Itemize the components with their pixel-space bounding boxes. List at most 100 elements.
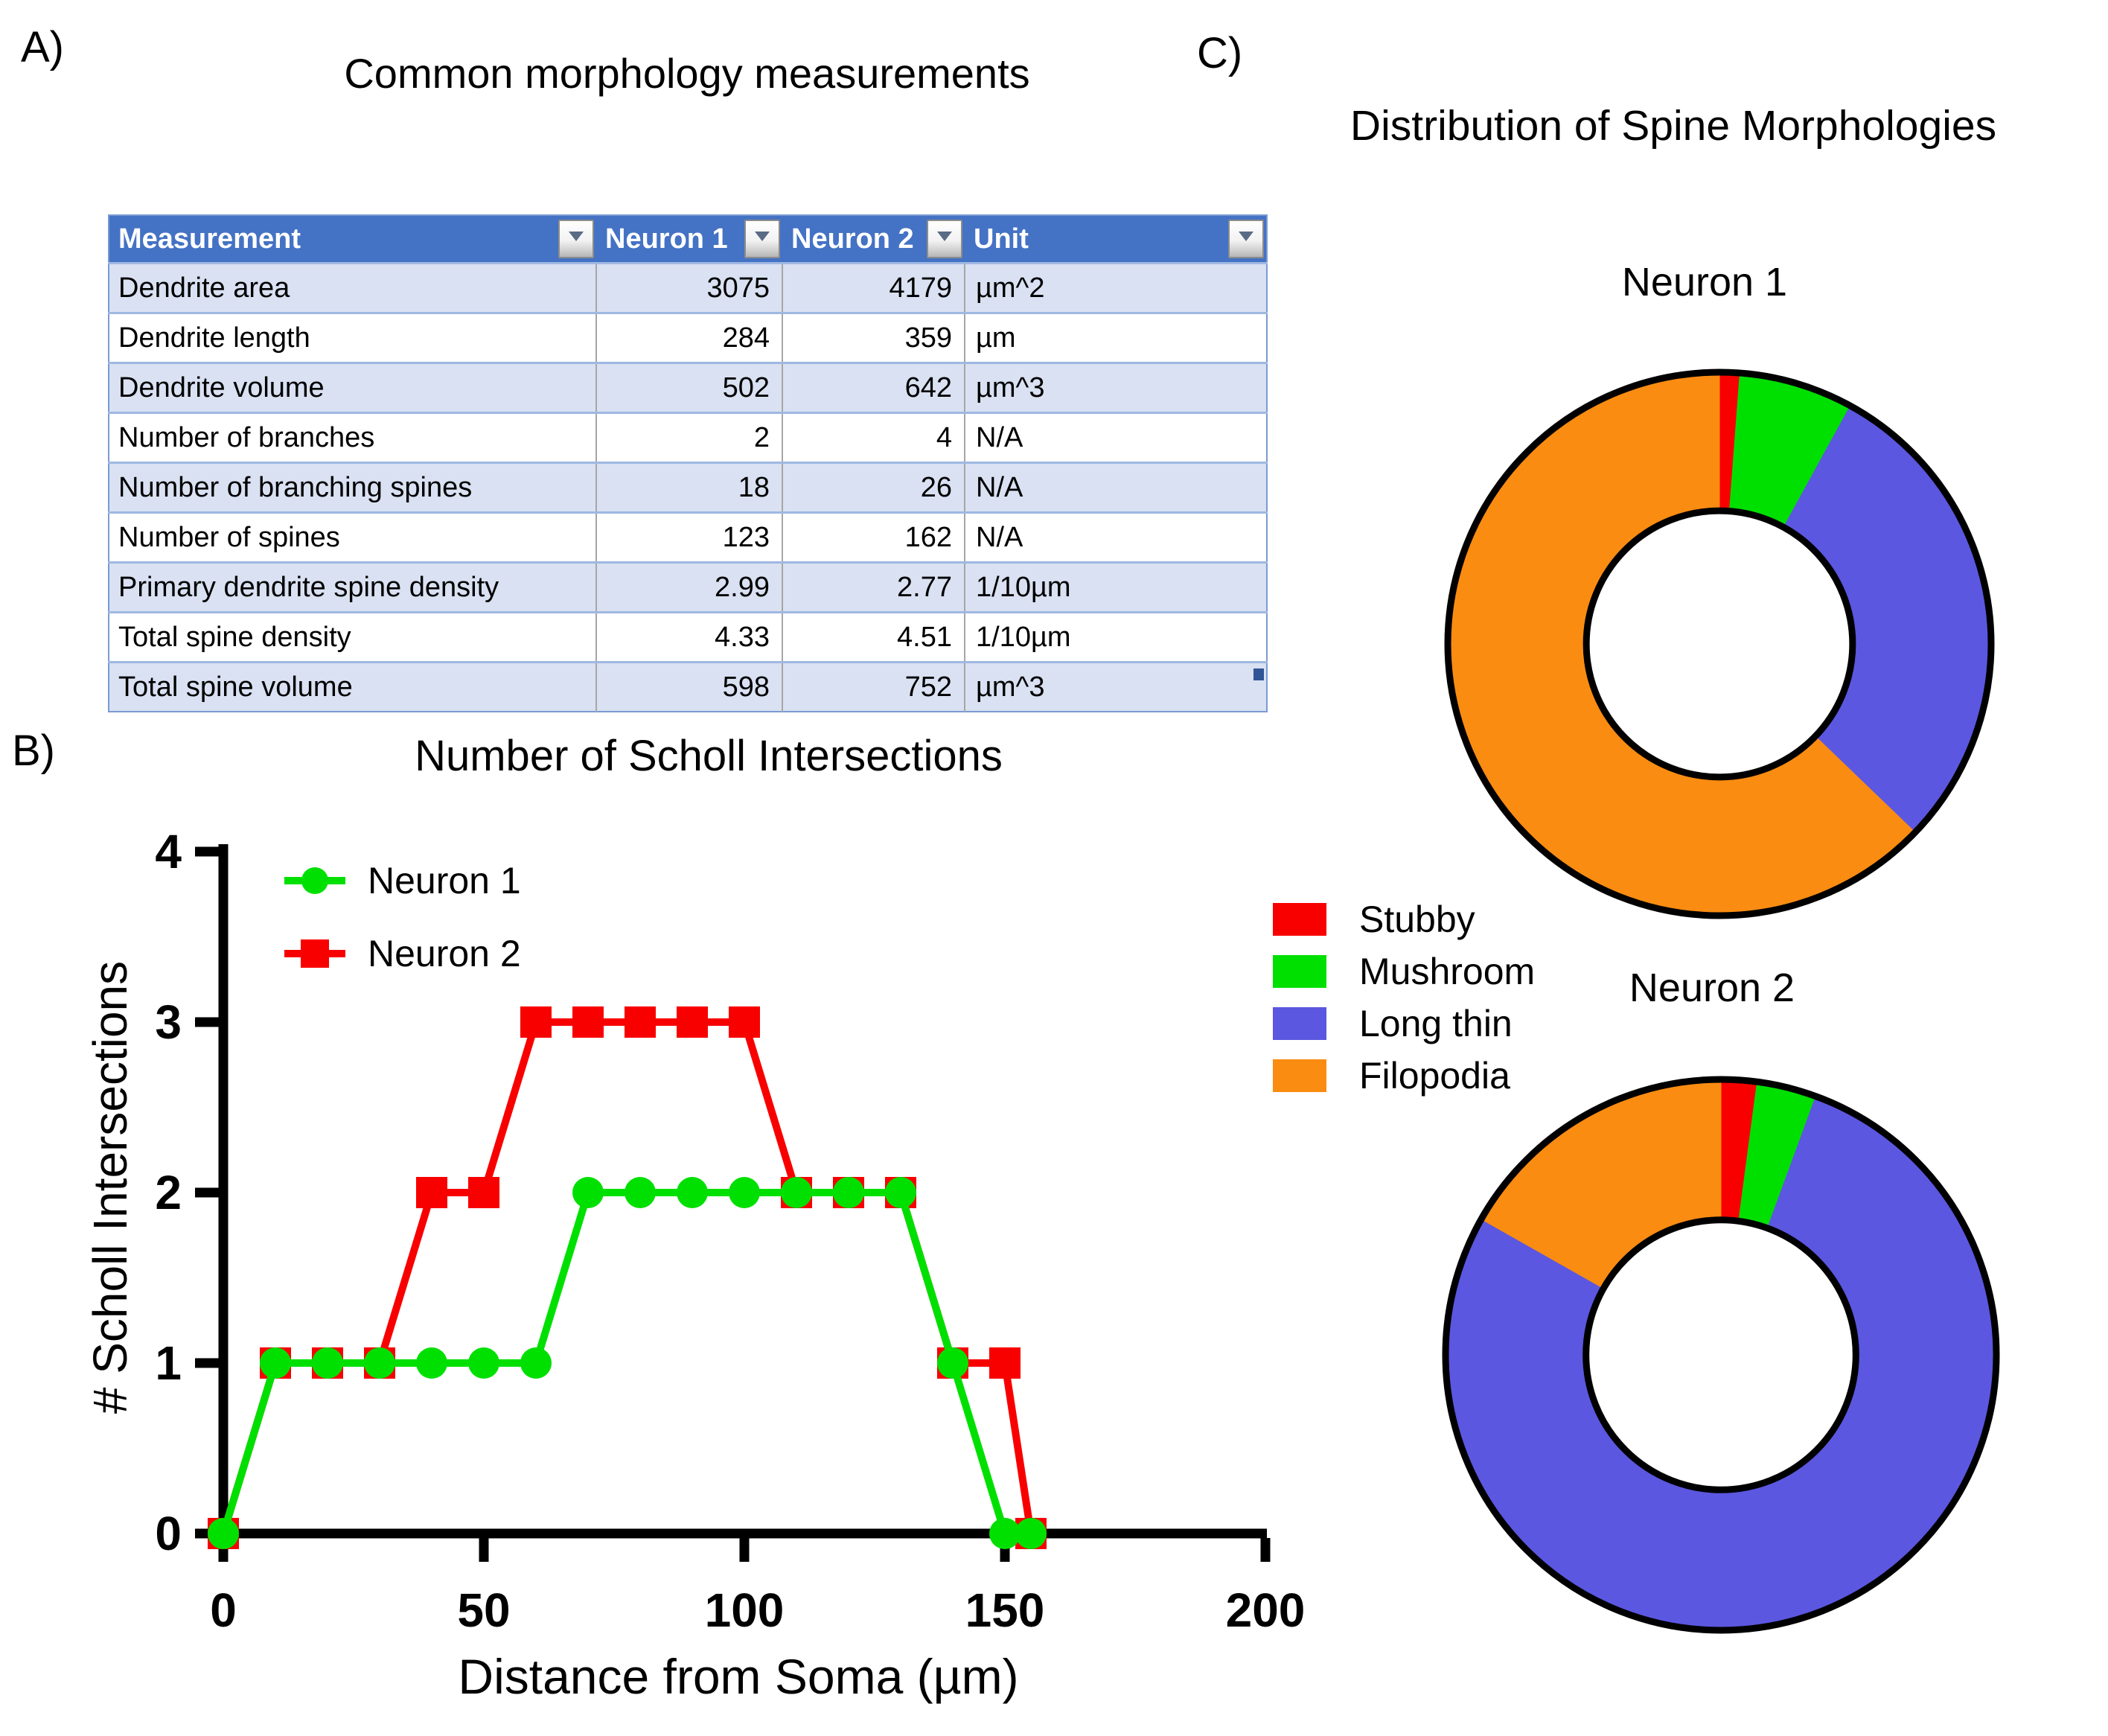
value-cell: 2.77	[782, 561, 965, 613]
value-cell: 642	[782, 362, 965, 413]
measurement-cell: Number of branches	[109, 412, 596, 463]
measurement-cell: Dendrite area	[109, 262, 596, 313]
measurement-cell: Number of spines	[109, 511, 596, 563]
legend-label: Neuron 2	[368, 933, 521, 974]
circle-marker-icon	[364, 1347, 395, 1379]
donut-1-title: Neuron 1	[1621, 260, 1788, 304]
table-row: Dendrite length 284 359 µm	[109, 312, 1267, 363]
column-header: Neuron 2	[782, 215, 965, 264]
circle-marker-icon	[937, 1347, 968, 1379]
morphology-table: Measurement Neuron 1 Neuron 2 Unit Dendrite…	[108, 214, 1268, 712]
mushroom-swatch-icon	[1273, 955, 1326, 988]
filter-dropdown-button[interactable]	[927, 220, 962, 258]
unit-cell: µm	[964, 312, 1267, 363]
circle-marker-icon	[208, 1518, 239, 1549]
unit-cell: µm^2	[964, 262, 1267, 313]
value-cell: 502	[595, 362, 782, 413]
legend-item-neuron-1: Neuron 1	[284, 858, 521, 904]
value-cell: 26	[782, 462, 965, 513]
x-tick-label: 100	[705, 1583, 785, 1637]
measurement-cell: Number of branching spines	[109, 462, 596, 513]
line-chart-legend: Neuron 1 Neuron 2	[284, 858, 521, 1003]
circle-marker-icon	[312, 1347, 343, 1379]
unit-cell: N/A	[964, 412, 1267, 463]
legend-label: Stubby	[1359, 899, 1475, 940]
neuron-2-line-marker-icon	[284, 939, 345, 968]
neuron-2-series	[208, 1006, 1047, 1549]
table-row: Total spine density 4.33 4.51 1/10µm	[109, 611, 1267, 663]
value-cell: 123	[595, 511, 782, 563]
legend-label: Long thin	[1359, 1003, 1513, 1044]
unit-cell: 1/10µm	[964, 611, 1267, 663]
circle-marker-icon	[781, 1177, 812, 1208]
square-marker-icon	[729, 1006, 760, 1038]
y-tick-label: 3	[155, 995, 182, 1049]
circle-marker-icon	[468, 1347, 499, 1379]
circle-marker-icon	[260, 1347, 291, 1379]
chevron-down-icon	[755, 231, 770, 241]
x-tick-label: 150	[965, 1583, 1045, 1637]
legend-item-mushroom: Mushroom	[1273, 945, 1535, 998]
table-row: Number of branches 2 4 N/A	[109, 412, 1267, 463]
value-cell: 752	[782, 661, 965, 712]
circle-marker-icon	[833, 1177, 864, 1208]
unit-cell: µm^3	[964, 661, 1267, 712]
measurement-cell: Dendrite length	[109, 312, 596, 363]
chevron-down-icon	[937, 231, 952, 241]
column-header: Unit	[965, 215, 1267, 264]
unit-cell: N/A	[964, 511, 1267, 563]
filter-dropdown-button[interactable]	[558, 220, 594, 258]
table-resize-handle[interactable]	[1253, 668, 1264, 680]
x-tick-label: 50	[457, 1583, 510, 1637]
line-chart-title: Number of Scholl Intersections	[415, 732, 1003, 780]
legend-item-neuron-2: Neuron 2	[284, 931, 521, 977]
legend-item-filopodia: Filopodia	[1273, 1050, 1535, 1102]
y-tick-label: 4	[155, 825, 182, 878]
column-header: Neuron 1	[596, 215, 782, 264]
square-marker-icon	[468, 1177, 499, 1208]
table-title: Common morphology measurements	[344, 50, 1030, 97]
x-tick-label: 200	[1226, 1583, 1306, 1637]
scholl-line-chart: 0 50 100 150 200 0 1 2 3 4	[155, 825, 1305, 1637]
measurement-cell: Dendrite volume	[109, 362, 596, 413]
circle-marker-icon	[989, 1518, 1021, 1549]
chevron-down-icon	[569, 231, 584, 241]
value-cell: 2	[595, 412, 782, 463]
filter-dropdown-button[interactable]	[744, 220, 780, 258]
x-axis-title: Distance from Soma (µm)	[458, 1649, 1019, 1704]
value-cell: 359	[782, 312, 965, 363]
legend-label: Mushroom	[1359, 951, 1536, 992]
value-cell: 162	[782, 511, 965, 563]
measurement-cell: Primary dendrite spine density	[109, 561, 596, 613]
neuron-2-donut	[1442, 1076, 2000, 1634]
value-cell: 18	[595, 462, 782, 513]
legend-label: Neuron 1	[368, 860, 521, 901]
stubby-swatch-icon	[1273, 903, 1326, 936]
square-marker-icon	[625, 1006, 656, 1038]
panel-b-label: B)	[12, 727, 55, 775]
y-tick-label: 0	[155, 1507, 182, 1560]
panel-c-label: C)	[1197, 29, 1243, 77]
square-marker-icon	[416, 1177, 447, 1208]
measurement-cell: Total spine volume	[109, 661, 596, 712]
unit-cell: 1/10µm	[964, 561, 1267, 613]
value-cell: 4.51	[782, 611, 965, 663]
legend-item-long-thin: Long thin	[1273, 998, 1535, 1050]
circle-marker-icon	[416, 1347, 447, 1379]
y-tick-label: 1	[155, 1336, 182, 1390]
measurement-cell: Total spine density	[109, 611, 596, 663]
table-row: Dendrite volume 502 642 µm^3	[109, 362, 1267, 413]
neuron-1-series	[208, 1177, 1047, 1549]
unit-cell: N/A	[964, 462, 1267, 513]
spine-morphology-legend: Stubby Mushroom Long thin Filopodia	[1273, 893, 1535, 1102]
value-cell: 284	[595, 312, 782, 363]
donut-2-title: Neuron 2	[1629, 966, 1795, 1010]
table-row: Dendrite area 3075 4179 µm^2	[109, 262, 1267, 313]
panel-a-label: A)	[21, 23, 64, 71]
circle-marker-icon	[677, 1177, 708, 1208]
circle-marker-icon	[572, 1177, 604, 1208]
donut-charts-title: Distribution of Spine Morphologies	[1350, 102, 1997, 150]
long-thin-swatch-icon	[1273, 1007, 1326, 1040]
filter-dropdown-button[interactable]	[1228, 220, 1264, 258]
table-row: Total spine volume 598 752 µm^3	[109, 661, 1267, 712]
